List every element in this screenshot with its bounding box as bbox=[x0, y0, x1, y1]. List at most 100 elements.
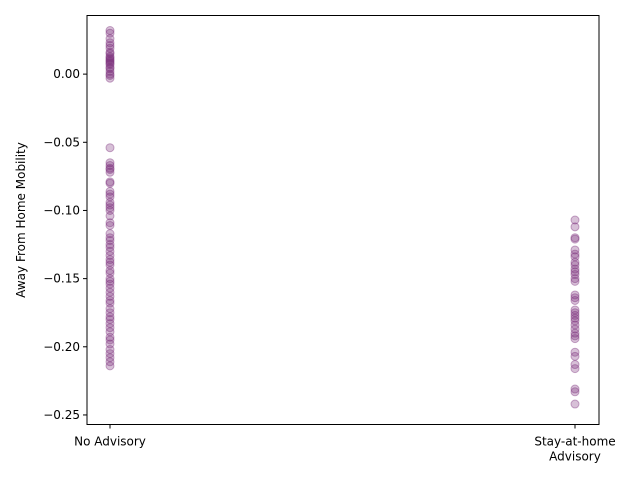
data-point bbox=[105, 60, 115, 70]
data-points bbox=[105, 26, 580, 409]
data-point bbox=[570, 233, 580, 243]
y-tick-label: −0.10 bbox=[43, 203, 80, 217]
data-point bbox=[105, 57, 115, 67]
data-point bbox=[105, 335, 115, 345]
data-point bbox=[570, 245, 580, 255]
data-point bbox=[570, 331, 580, 341]
data-point bbox=[105, 69, 115, 79]
data-point bbox=[570, 308, 580, 318]
data-point bbox=[105, 66, 115, 76]
data-point bbox=[105, 203, 115, 213]
data-point bbox=[105, 287, 115, 297]
y-tick-label: −0.20 bbox=[43, 340, 80, 354]
data-point bbox=[570, 293, 580, 303]
data-point bbox=[105, 353, 115, 363]
data-point bbox=[105, 167, 115, 177]
data-point bbox=[570, 313, 580, 323]
data-point bbox=[105, 160, 115, 170]
data-point bbox=[105, 158, 115, 168]
data-point bbox=[105, 197, 115, 207]
data-point bbox=[570, 249, 580, 259]
data-point bbox=[105, 312, 115, 322]
data-point bbox=[105, 291, 115, 301]
data-point bbox=[570, 276, 580, 286]
data-point bbox=[105, 332, 115, 342]
data-point bbox=[105, 295, 115, 305]
data-point bbox=[105, 349, 115, 359]
data-point bbox=[105, 345, 115, 355]
data-point bbox=[105, 64, 115, 74]
data-point bbox=[570, 295, 580, 305]
data-point bbox=[570, 270, 580, 280]
data-point bbox=[105, 265, 115, 275]
data-point bbox=[570, 347, 580, 357]
y-tick-label: −0.15 bbox=[43, 272, 80, 286]
data-point bbox=[105, 177, 115, 187]
data-point bbox=[570, 334, 580, 344]
data-point bbox=[105, 298, 115, 308]
data-point bbox=[570, 399, 580, 409]
data-point bbox=[105, 143, 115, 153]
data-point bbox=[105, 200, 115, 210]
data-point bbox=[105, 357, 115, 367]
data-point bbox=[105, 260, 115, 270]
data-point bbox=[105, 304, 115, 314]
data-point bbox=[105, 70, 115, 80]
data-point bbox=[570, 222, 580, 232]
data-point bbox=[105, 235, 115, 245]
data-point bbox=[570, 267, 580, 277]
data-point bbox=[570, 387, 580, 397]
plot-frame bbox=[86, 15, 600, 425]
data-point bbox=[105, 250, 115, 260]
data-point bbox=[105, 55, 115, 65]
data-point bbox=[105, 189, 115, 199]
data-point bbox=[105, 40, 115, 50]
data-point bbox=[105, 361, 115, 371]
data-point bbox=[105, 34, 115, 44]
data-point bbox=[105, 220, 115, 230]
data-point bbox=[105, 327, 115, 337]
data-point bbox=[105, 283, 115, 293]
data-point bbox=[105, 240, 115, 250]
data-point bbox=[105, 73, 115, 83]
data-point bbox=[105, 186, 115, 196]
data-point bbox=[105, 28, 115, 38]
data-point bbox=[105, 54, 115, 64]
y-axis: 0.00 −0.05 −0.10 −0.15 −0.20 −0.25 bbox=[43, 67, 87, 422]
data-point bbox=[570, 257, 580, 267]
data-point bbox=[105, 268, 115, 278]
data-point bbox=[105, 242, 115, 252]
data-point bbox=[105, 229, 115, 239]
y-axis-label: Away From Home Mobility bbox=[14, 142, 28, 298]
data-point bbox=[105, 163, 115, 173]
data-point bbox=[105, 178, 115, 188]
data-point bbox=[105, 339, 115, 349]
x-tick-label: No Advisory bbox=[74, 435, 146, 449]
data-point bbox=[570, 351, 580, 361]
data-point bbox=[570, 324, 580, 334]
data-point bbox=[570, 234, 580, 244]
data-point bbox=[105, 26, 115, 35]
data-point bbox=[105, 53, 115, 63]
x-tick-label: Stay-at-home Advisory bbox=[534, 435, 615, 464]
data-point bbox=[570, 274, 580, 284]
data-point bbox=[105, 255, 115, 265]
y-tick-label: −0.25 bbox=[43, 408, 80, 422]
y-tick-label: 0.00 bbox=[53, 67, 80, 81]
data-point bbox=[105, 315, 115, 325]
data-point bbox=[570, 320, 580, 330]
data-point bbox=[105, 218, 115, 228]
data-point bbox=[570, 264, 580, 274]
data-point bbox=[570, 260, 580, 270]
data-point bbox=[105, 38, 115, 48]
data-point bbox=[570, 360, 580, 370]
data-point bbox=[105, 192, 115, 202]
data-point bbox=[105, 62, 115, 72]
data-point bbox=[105, 211, 115, 221]
data-point bbox=[105, 165, 115, 175]
data-point bbox=[105, 319, 115, 329]
data-point bbox=[570, 215, 580, 225]
data-point bbox=[105, 276, 115, 286]
data-point bbox=[105, 279, 115, 289]
